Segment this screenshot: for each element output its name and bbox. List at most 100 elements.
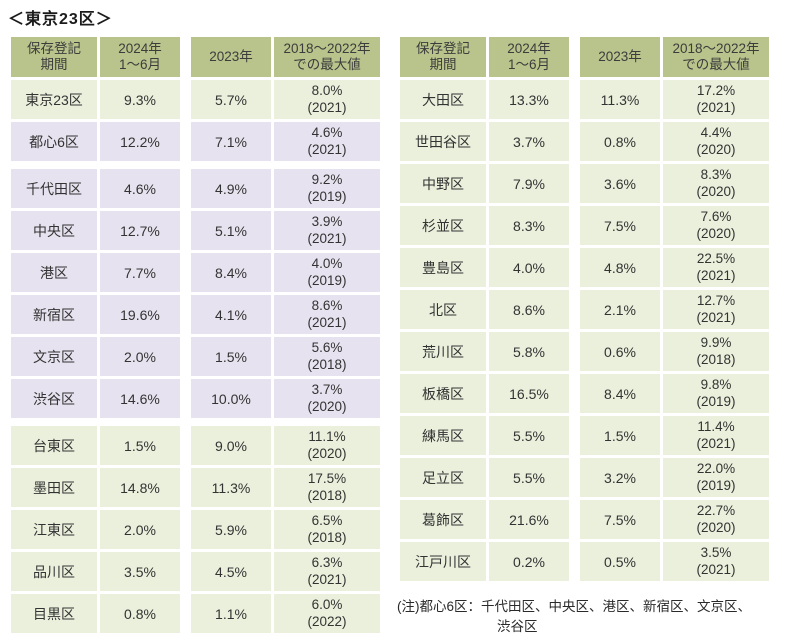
ward-name-cell: 台東区 [11, 426, 97, 465]
page-title: ＜東京23区＞ [8, 11, 113, 28]
value-2023-cell: 10.0% [191, 379, 271, 418]
max-value-cell: 11.4% (2021) [663, 416, 769, 455]
value-2024h1-cell: 21.6% [489, 500, 569, 539]
value-2024h1-cell: 13.3% [489, 80, 569, 119]
column-gap [183, 37, 188, 77]
value-2023-cell: 9.0% [191, 426, 271, 465]
column-gap [572, 290, 577, 329]
table-row: 東京23区 9.3% 5.7% 8.0% (2021) [11, 80, 380, 119]
ward-name-cell: 文京区 [11, 337, 97, 376]
column-gap [183, 594, 188, 633]
column-header: 2018～2022年 での最大値 [663, 37, 769, 77]
table-row: 渋谷区 14.6% 10.0% 3.7% (2020) [11, 379, 380, 418]
group-separator-cell [191, 164, 271, 166]
max-value-cell: 22.5% (2021) [663, 248, 769, 287]
table-row: 港区 7.7% 8.4% 4.0% (2019) [11, 253, 380, 292]
ward-name-cell: 新宿区 [11, 295, 97, 334]
column-header: 2018～2022年 での最大値 [274, 37, 380, 77]
group-separator-cell [11, 164, 97, 166]
max-value-cell: 9.9% (2018) [663, 332, 769, 371]
value-2024h1-cell: 1.5% [100, 426, 180, 465]
ward-name-cell: 板橋区 [400, 374, 486, 413]
value-2023-cell: 11.3% [191, 468, 271, 507]
value-2023-cell: 0.8% [580, 122, 660, 161]
max-value-cell: 8.0% (2021) [274, 80, 380, 119]
max-value-cell: 17.5% (2018) [274, 468, 380, 507]
ward-name-cell: 渋谷区 [11, 379, 97, 418]
max-value-cell: 3.5% (2021) [663, 542, 769, 581]
table-row: 台東区 1.5% 9.0% 11.1% (2020) [11, 426, 380, 465]
max-value-cell: 4.6% (2021) [274, 122, 380, 161]
value-2023-cell: 1.1% [191, 594, 271, 633]
table-row: 葛飾区 21.6% 7.5% 22.7% (2020) [400, 500, 769, 539]
table-row: 中央区 12.7% 5.1% 3.9% (2021) [11, 211, 380, 250]
wards-table-left: 保存登記 期間 2024年 1～6月 2023年 2018～2022年 での最大値 東京… [8, 34, 383, 636]
column-gap [572, 374, 577, 413]
max-value-cell: 9.2% (2019) [274, 169, 380, 208]
table-row: 千代田区 4.6% 4.9% 9.2% (2019) [11, 169, 380, 208]
column-gap [572, 248, 577, 287]
value-2024h1-cell: 8.6% [489, 290, 569, 329]
column-gap [183, 468, 188, 507]
column-gap [183, 379, 188, 418]
header-row: 保存登記 期間 2024年 1～6月 2023年 2018～2022年 での最大値 [11, 37, 380, 77]
column-header: 2024年 1～6月 [489, 37, 569, 77]
value-2024h1-cell: 14.6% [100, 379, 180, 418]
value-2023-cell: 4.9% [191, 169, 271, 208]
value-2024h1-cell: 5.5% [489, 416, 569, 455]
max-value-cell: 22.7% (2020) [663, 500, 769, 539]
column-gap [183, 169, 188, 208]
max-value-cell: 7.6% (2020) [663, 206, 769, 245]
group-separator-cell [183, 421, 188, 423]
ward-name-cell: 墨田区 [11, 468, 97, 507]
table-row: 中野区 7.9% 3.6% 8.3% (2020) [400, 164, 769, 203]
value-2023-cell: 1.5% [191, 337, 271, 376]
column-gap [183, 552, 188, 591]
max-value-cell: 4.4% (2020) [663, 122, 769, 161]
value-2023-cell: 4.5% [191, 552, 271, 591]
ward-name-cell: 中野区 [400, 164, 486, 203]
value-2024h1-cell: 19.6% [100, 295, 180, 334]
ward-name-cell: 江戸川区 [400, 542, 486, 581]
max-value-cell: 11.1% (2020) [274, 426, 380, 465]
max-value-cell: 22.0% (2019) [663, 458, 769, 497]
value-2024h1-cell: 16.5% [489, 374, 569, 413]
value-2023-cell: 4.1% [191, 295, 271, 334]
group-separator-cell [191, 421, 271, 423]
value-2024h1-cell: 14.8% [100, 468, 180, 507]
column-gap [183, 253, 188, 292]
value-2023-cell: 3.2% [580, 458, 660, 497]
value-2024h1-cell: 4.6% [100, 169, 180, 208]
value-2024h1-cell: 12.2% [100, 122, 180, 161]
value-2023-cell: 11.3% [580, 80, 660, 119]
ward-name-cell: 大田区 [400, 80, 486, 119]
column-header: 保存登記 期間 [11, 37, 97, 77]
column-gap [183, 510, 188, 549]
right-table-column: 保存登記 期間 2024年 1～6月 2023年 2018～2022年 での最大値 大田… [397, 34, 774, 636]
column-gap [183, 80, 188, 119]
ward-name-cell: 豊島区 [400, 248, 486, 287]
max-value-cell: 12.7% (2021) [663, 290, 769, 329]
table-row: 江東区 2.0% 5.9% 6.5% (2018) [11, 510, 380, 549]
value-2024h1-cell: 0.2% [489, 542, 569, 581]
column-gap [572, 458, 577, 497]
column-gap [183, 337, 188, 376]
column-header: 2024年 1～6月 [100, 37, 180, 77]
value-2023-cell: 2.1% [580, 290, 660, 329]
footnote-line-1: (注)都心6区：千代田区、中央区、港区、新宿区、文京区、 [397, 599, 751, 614]
ward-name-cell: 東京23区 [11, 80, 97, 119]
column-gap [572, 122, 577, 161]
value-2024h1-cell: 12.7% [100, 211, 180, 250]
table-row: 足立区 5.5% 3.2% 22.0% (2019) [400, 458, 769, 497]
column-gap [183, 211, 188, 250]
table-row: 板橋区 16.5% 8.4% 9.8% (2019) [400, 374, 769, 413]
ward-name-cell: 足立区 [400, 458, 486, 497]
table-row: 江戸川区 0.2% 0.5% 3.5% (2021) [400, 542, 769, 581]
max-value-cell: 5.6% (2018) [274, 337, 380, 376]
table-row: 荒川区 5.8% 0.6% 9.9% (2018) [400, 332, 769, 371]
value-2024h1-cell: 7.7% [100, 253, 180, 292]
group-separator-cell [183, 164, 188, 166]
column-gap [183, 426, 188, 465]
ward-name-cell: 杉並区 [400, 206, 486, 245]
max-value-cell: 6.0% (2022) [274, 594, 380, 633]
